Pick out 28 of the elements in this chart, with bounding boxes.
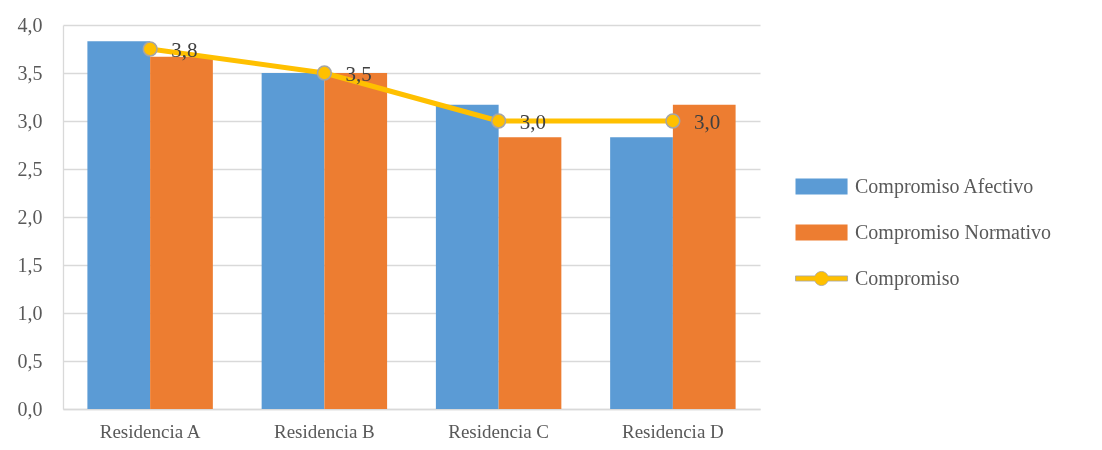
data-label: 3,0 <box>519 110 546 134</box>
x-tick-label: Residencia D <box>621 420 724 442</box>
point <box>142 41 158 57</box>
y-tick-label: 3,0 <box>17 109 43 132</box>
y-tick-label: 2,0 <box>17 205 43 228</box>
point <box>665 113 681 129</box>
y-tick-label: 0,0 <box>17 397 43 420</box>
point <box>490 113 507 129</box>
x-tick-label: Residencia A <box>99 420 201 442</box>
legend-label: Compromiso Normativo <box>855 220 1052 244</box>
legend-label: Compromiso <box>855 266 960 290</box>
bar <box>498 137 562 409</box>
bar <box>435 104 499 409</box>
bar <box>261 73 325 409</box>
x-tick-label: Residencia C <box>448 420 550 442</box>
legend-label: Compromiso Afectivo <box>855 174 1034 198</box>
bar <box>672 104 736 409</box>
x-tick-label: Residencia B <box>273 420 375 442</box>
point <box>316 65 333 81</box>
y-tick-label: 1,0 <box>17 301 43 324</box>
bar <box>87 41 151 409</box>
y-tick-label: 4,0 <box>17 13 43 36</box>
y-tick-label: 3,5 <box>17 61 43 84</box>
bar <box>610 137 673 409</box>
data-label: 3,0 <box>693 110 721 134</box>
y-tick-label: 0,5 <box>17 349 43 372</box>
y-tick-label: 1,5 <box>17 253 43 276</box>
y-tick-label: 2,5 <box>17 157 43 180</box>
